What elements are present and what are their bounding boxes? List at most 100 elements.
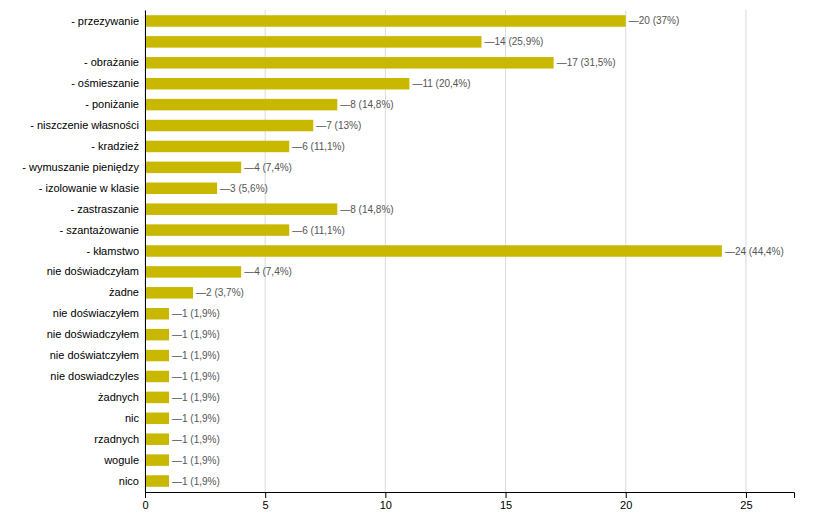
y-tick-label: nie doswiadczyles: [50, 370, 139, 382]
data-label: —6 (11,1%): [292, 141, 345, 152]
x-tick-label: 15: [500, 499, 512, 511]
y-tick: nie doświaczyłem: [53, 307, 145, 319]
y-axis-line: [145, 11, 146, 493]
y-tick: - wymuszanie pieniędzy: [22, 161, 145, 173]
y-tick-label: żadnych: [98, 391, 139, 403]
y-tick: nico: [119, 475, 145, 487]
y-tick: - obrażanie: [84, 56, 145, 68]
y-tick-label: - wymuszanie pieniędzy: [22, 161, 139, 173]
x-tick-label: 0: [142, 499, 148, 511]
data-label: —24 (44,4%): [725, 246, 784, 257]
x-tick-mark: [385, 492, 386, 498]
data-label: —14 (25,9%): [485, 36, 544, 47]
y-tick-label: - szantażowanie: [60, 224, 140, 236]
y-tick-label: - poniżanie: [85, 98, 139, 110]
data-label: —7 (13%): [316, 120, 361, 131]
data-label: —1 (1,9%): [172, 455, 220, 466]
bar: [145, 78, 409, 90]
chart: 0 5 10 15 20 25 - przezywanie - obrażanie - ośmi…: [0, 0, 824, 522]
y-tick-label: - przezywanie: [71, 14, 139, 26]
data-label: —6 (11,1%): [292, 225, 345, 236]
y-tick-label: - zastraszanie: [71, 203, 139, 215]
x-tick-mark: [626, 492, 627, 498]
y-tick: wogule: [103, 454, 145, 466]
y-tick-label: wogule: [103, 454, 139, 466]
y-tick: - poniżanie: [85, 98, 145, 110]
y-tick: rzadnych: [94, 433, 145, 445]
y-tick: - zastraszanie: [71, 203, 145, 215]
bars: [145, 15, 722, 487]
bar: [145, 308, 169, 320]
y-tick: żadnych: [98, 391, 145, 403]
bar: [145, 141, 289, 153]
data-label: —1 (1,9%): [172, 371, 220, 382]
y-axis: - przezywanie - obrażanie - ośmieszanie - p…: [22, 11, 145, 493]
bar: [145, 245, 722, 257]
bar: [145, 392, 169, 404]
x-axis-line: [146, 493, 795, 499]
grid-line: [145, 10, 146, 492]
data-label: —1 (1,9%): [172, 350, 220, 361]
bar: [145, 36, 482, 48]
data-label: —4 (7,4%): [244, 162, 292, 173]
data-label: —8 (14,8%): [340, 204, 393, 215]
y-tick: - szantażowanie: [60, 224, 146, 236]
x-axis: 0 5 10 15 20 25: [142, 492, 794, 511]
x-tick: 5: [263, 492, 269, 511]
x-tick-label: 25: [740, 499, 752, 511]
data-label: —1 (1,9%): [172, 392, 220, 403]
x-tick-label: 20: [620, 499, 632, 511]
y-tick-label: nie doświaczyłem: [53, 307, 139, 319]
data-label: —1 (1,9%): [172, 434, 220, 445]
data-labels: —20 (37%)—14 (25,9%)—17 (31,5%)—11 (20,4…: [172, 15, 784, 486]
y-tick: nic: [125, 412, 145, 424]
data-label: —1 (1,9%): [172, 308, 220, 319]
y-tick-label: - ośmieszanie: [71, 77, 139, 89]
data-label: —8 (14,8%): [340, 99, 393, 110]
bar: [145, 329, 169, 341]
bar: [145, 475, 169, 487]
y-tick: żadne: [109, 286, 145, 298]
bar: [145, 224, 289, 236]
y-tick: - izolowanie w klasie: [39, 182, 145, 194]
data-label: —4 (7,4%): [244, 266, 292, 277]
y-tick-label: nie doświadczyłem: [47, 328, 139, 340]
bar: [145, 99, 337, 111]
bar: [145, 413, 169, 425]
bar: [145, 183, 217, 195]
bar: [145, 287, 193, 299]
data-label: —1 (1,9%): [172, 476, 220, 487]
x-tick: 25: [740, 492, 752, 511]
y-tick-label: - kłamstwo: [86, 245, 139, 257]
x-tick: 20: [620, 492, 632, 511]
y-tick: - kłamstwo: [86, 245, 145, 257]
y-tick-label: - kradzież: [91, 140, 139, 152]
bar: [145, 15, 626, 27]
data-label: —1 (1,9%): [172, 329, 220, 340]
y-tick-label: nic: [125, 412, 140, 424]
bar: [145, 371, 169, 383]
y-tick-label: żadne: [109, 286, 139, 298]
x-tick: 0: [142, 492, 148, 511]
y-tick-label: - izolowanie w klasie: [39, 182, 139, 194]
data-label: —20 (37%): [629, 15, 680, 26]
bar: [145, 162, 241, 174]
y-tick-label: nie doświatczyłem: [50, 349, 139, 361]
y-tick: - niszczenie własności: [30, 119, 145, 131]
data-label: —11 (20,4%): [412, 78, 470, 89]
y-tick: nie doświatczyłem: [50, 349, 145, 361]
y-tick-label: - obrażanie: [84, 56, 139, 68]
y-tick: nie doświadczyłem: [47, 328, 145, 340]
x-tick-label: 10: [380, 499, 392, 511]
y-tick: - przezywanie: [71, 14, 145, 26]
bar: [145, 433, 169, 445]
y-tick-label: nie doświadczyłam: [47, 265, 139, 277]
x-tick-mark: [506, 492, 507, 498]
x-tick: 15: [500, 492, 512, 511]
y-tick: - ośmieszanie: [71, 77, 145, 89]
bar: [145, 266, 241, 278]
x-tick-mark: [746, 492, 747, 498]
y-tick: nie doświadczyłam: [47, 265, 145, 277]
data-label: —1 (1,9%): [172, 413, 220, 424]
plot: 0 5 10 15 20 25 - przezywanie - obrażanie - ośmi…: [22, 10, 794, 511]
